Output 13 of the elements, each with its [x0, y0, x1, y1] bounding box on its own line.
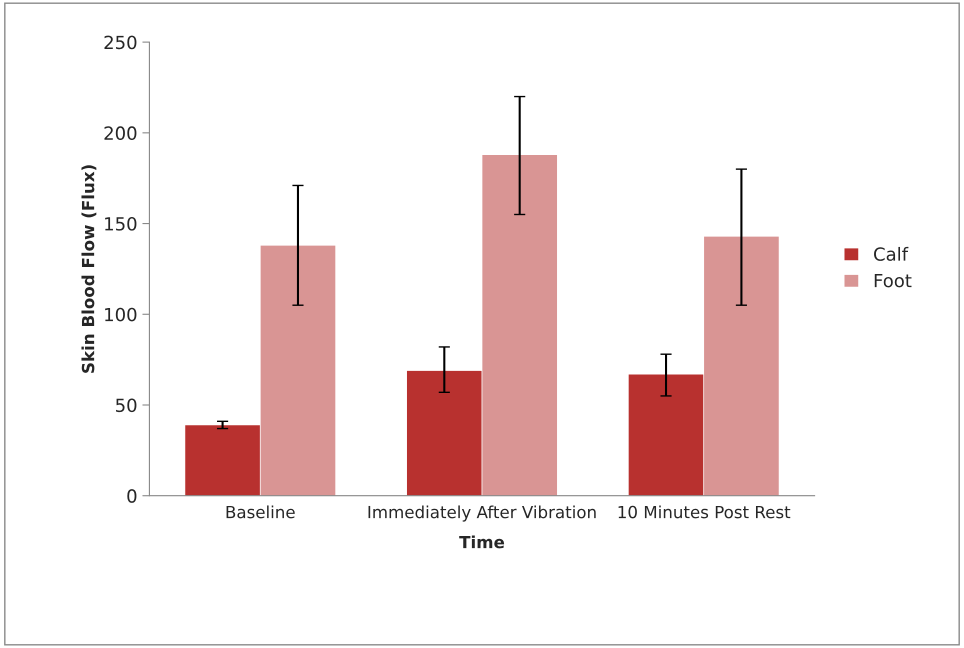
- y-tick-label: 150: [105, 217, 136, 231]
- legend-label: Foot: [874, 274, 912, 288]
- x-tick-label: Immediately After Vibration: [368, 505, 596, 522]
- x-tick-label: 10 Minutes Post Rest: [618, 505, 790, 518]
- y-tick-label: 50: [116, 398, 136, 412]
- y-tick-label: 200: [104, 126, 136, 140]
- y-tick-label: 250: [104, 36, 136, 50]
- x-tick-label: Baseline: [226, 505, 295, 518]
- y-axis-title: Skin Blood Flow (Flux): [81, 165, 96, 373]
- x-axis-title: Time: [459, 535, 504, 548]
- legend-label: Calf: [874, 246, 908, 261]
- y-tick-label: 100: [105, 308, 136, 322]
- y-tick-label: 0: [127, 489, 136, 503]
